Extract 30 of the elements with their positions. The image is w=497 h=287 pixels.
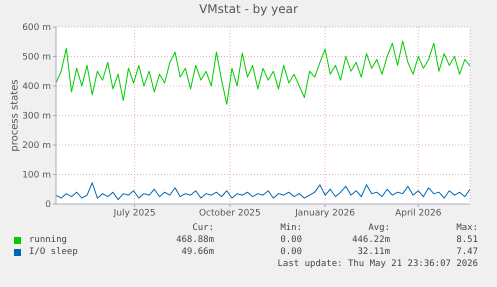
line-series: [56, 182, 470, 200]
x-tick-label: October 2025: [198, 208, 261, 218]
text: Cur:: [191, 222, 214, 234]
y-tick-label: 600 m: [22, 23, 51, 34]
legend-label: I/O sleep: [28, 246, 79, 258]
text: Min:: [279, 222, 302, 234]
y-axis-title: process states: [10, 78, 20, 154]
text: 49.66m: [180, 246, 214, 258]
text: Max:: [455, 222, 478, 234]
text: 7.47: [455, 246, 478, 258]
y-tick-label: 100 m: [22, 170, 51, 181]
x-tick-label: January 2026: [294, 208, 356, 218]
text: 32.11m: [356, 246, 390, 258]
y-tick-label: 0: [45, 200, 52, 210]
text: 0.00: [279, 246, 302, 258]
x-tick-label: July 2025: [112, 208, 156, 218]
line-series: [56, 40, 470, 105]
y-tick-label: 300 m: [22, 112, 51, 122]
legend-label: running: [28, 234, 68, 246]
text: 468.88m: [175, 234, 214, 246]
chart-title: VMstat - by year: [198, 2, 299, 16]
y-tick-label: 400 m: [22, 82, 51, 92]
y-tick-label: 500 m: [22, 52, 51, 63]
text: Avg:: [367, 222, 390, 234]
text: Last update: Thu May 21 23:36:07 2026: [276, 258, 478, 270]
text: 8.51: [455, 234, 478, 246]
text: 446.22m: [351, 234, 390, 246]
y-tick-label: 200 m: [22, 141, 51, 152]
x-tick-label: April 2026: [395, 208, 442, 218]
text: 0.00: [279, 234, 302, 246]
